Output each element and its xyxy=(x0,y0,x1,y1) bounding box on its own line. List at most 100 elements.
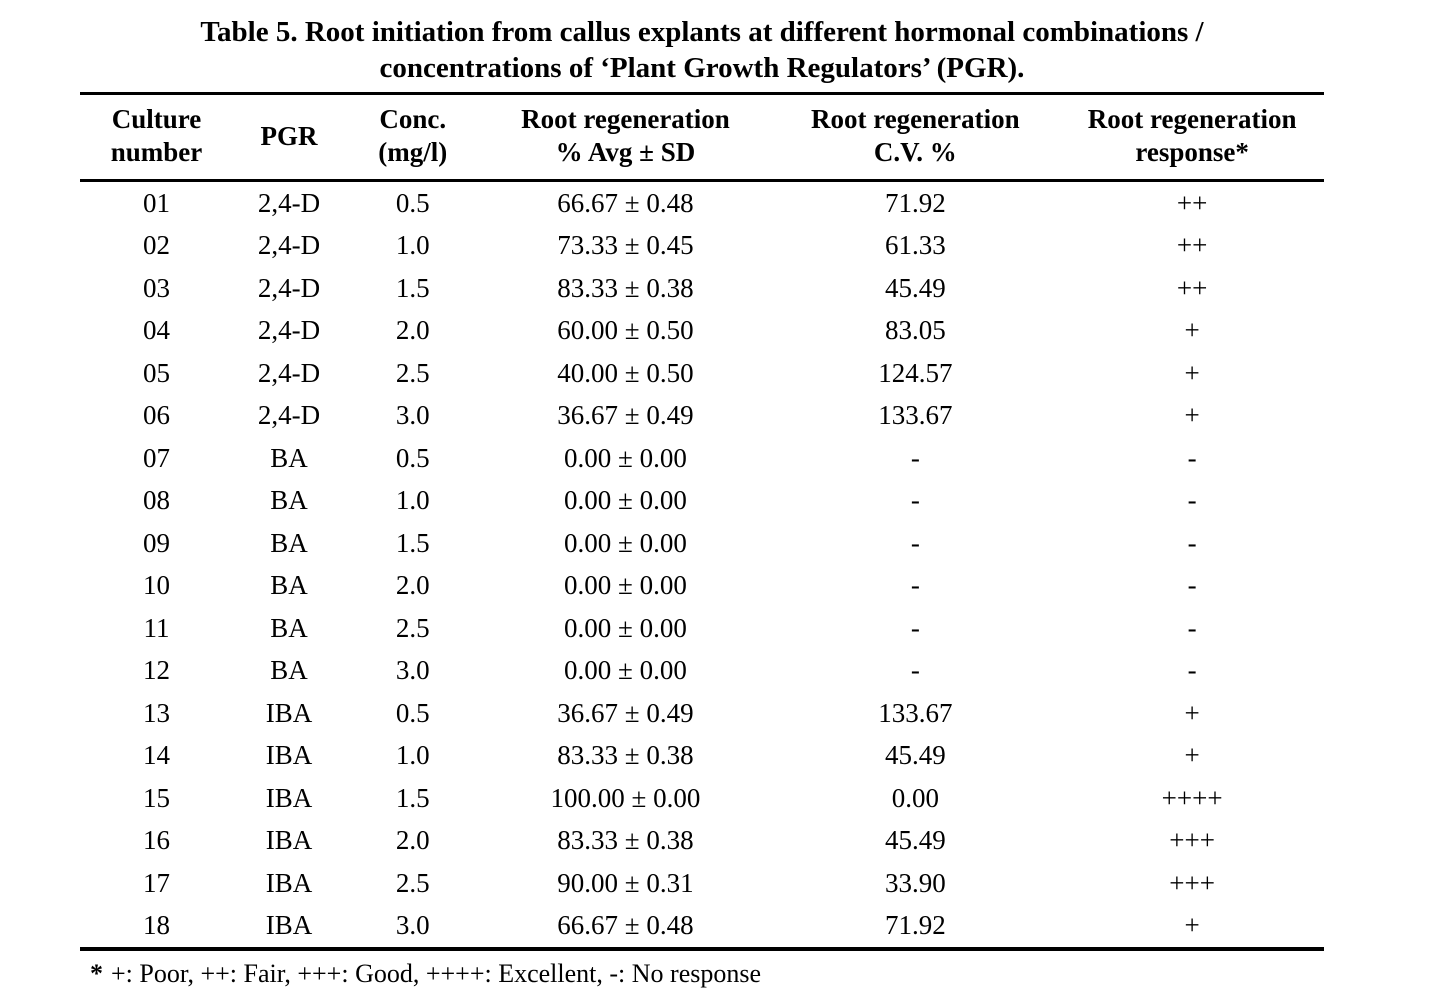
table-row: 07 BA 0.5 0.00 ± 0.00 - - xyxy=(80,437,1324,480)
table-cell: 90.00 ± 0.31 xyxy=(557,867,694,898)
table-cell: IBA xyxy=(265,740,313,771)
table-row: 05 2,4-D 2.5 40.00 ± 0.50 124.57 + xyxy=(80,352,1324,395)
table-cell: + xyxy=(1184,315,1200,346)
table-cell: ++ xyxy=(1176,272,1208,303)
table-cell: - xyxy=(1187,655,1197,686)
col-header-root-regeneration-cv: Root regeneration C.V. % xyxy=(770,94,1060,181)
table-cell: 36.67 ± 0.49 xyxy=(557,400,694,431)
table-cell: 16 xyxy=(143,825,170,856)
table-cell: 60.00 ± 0.50 xyxy=(557,315,694,346)
table-cell: 45.49 xyxy=(884,272,946,303)
table-cell: 1.5 xyxy=(395,527,430,558)
table-cell: 0.00 ± 0.00 xyxy=(564,442,687,473)
table-cell: 2.5 xyxy=(395,612,430,643)
table-cell: 1.5 xyxy=(395,782,430,813)
col-header-line: Root regeneration xyxy=(521,104,730,134)
col-header-line: Culture xyxy=(111,104,202,134)
table-cell: 3.0 xyxy=(395,655,430,686)
col-header-line: Conc. xyxy=(379,104,447,134)
table-cell: 2.0 xyxy=(395,315,430,346)
table-cell: 02 xyxy=(143,230,170,261)
table-cell: - xyxy=(910,527,920,558)
table-cell: + xyxy=(1184,697,1200,728)
table-cell: BA xyxy=(270,527,308,558)
table-cell: 0.00 ± 0.00 xyxy=(564,612,687,643)
table-cell: 14 xyxy=(143,740,170,771)
table-row: 18 IBA 3.0 66.67 ± 0.48 71.92 + xyxy=(80,905,1324,950)
col-header-line: C.V. % xyxy=(873,137,957,167)
table-row: 14 IBA 1.0 83.33 ± 0.38 45.49 + xyxy=(80,735,1324,778)
table-cell: BA xyxy=(270,442,308,473)
col-header-root-regeneration-avg-sd: Root regeneration % Avg ± SD xyxy=(481,94,771,181)
table-cell: IBA xyxy=(265,910,313,941)
table-cell: 71.92 xyxy=(884,187,946,218)
table-cell: BA xyxy=(270,612,308,643)
table-row: 08 BA 1.0 0.00 ± 0.00 - - xyxy=(80,480,1324,523)
table-cell: 124.57 xyxy=(878,357,953,388)
table-header: Culture number PGR Conc. (mg/l) Root reg… xyxy=(80,94,1324,181)
table-cell: 2,4-D xyxy=(257,357,321,388)
table-cell: 133.67 xyxy=(878,400,953,431)
table-cell: 0.5 xyxy=(395,442,430,473)
table-cell: - xyxy=(910,612,920,643)
table-cell: 08 xyxy=(143,485,170,516)
table-cell: IBA xyxy=(265,867,313,898)
table-cell: - xyxy=(910,570,920,601)
table-cell: 2,4-D xyxy=(257,400,321,431)
table-cell: 71.92 xyxy=(884,910,946,941)
table-row: 16 IBA 2.0 83.33 ± 0.38 45.49 +++ xyxy=(80,820,1324,863)
table-cell: +++ xyxy=(1169,825,1215,856)
footnote: * +: Poor, ++: Fair, +++: Good, ++++: Exc… xyxy=(80,958,1324,990)
table-cell: - xyxy=(910,442,920,473)
table-cell: - xyxy=(1187,527,1197,558)
table-cell: 2.5 xyxy=(395,357,430,388)
table-row: 13 IBA 0.5 36.67 ± 0.49 133.67 + xyxy=(80,692,1324,735)
table-cell: - xyxy=(1187,485,1197,516)
table-block: Table 5. Root initiation from callus exp… xyxy=(80,0,1324,990)
table-header-row: Culture number PGR Conc. (mg/l) Root reg… xyxy=(80,94,1324,181)
table-cell: - xyxy=(910,655,920,686)
table-cell: - xyxy=(1187,570,1197,601)
table-cell: 12 xyxy=(143,655,170,686)
table-title: Table 5. Root initiation from callus exp… xyxy=(80,0,1324,86)
table-cell: 2.0 xyxy=(395,570,430,601)
table-cell: + xyxy=(1184,740,1200,771)
table-cell: 1.0 xyxy=(395,485,430,516)
table-row: 04 2,4-D 2.0 60.00 ± 0.50 83.05 + xyxy=(80,310,1324,353)
table-cell: 3.0 xyxy=(395,910,430,941)
table-cell: 2,4-D xyxy=(257,187,321,218)
col-header-line: Root regeneration xyxy=(1087,104,1297,134)
table-cell: 83.05 xyxy=(884,315,946,346)
table-cell: 1.0 xyxy=(395,230,430,261)
table-cell: 18 xyxy=(143,910,170,941)
col-header-pgr: PGR xyxy=(233,94,345,181)
table-cell: - xyxy=(1187,612,1197,643)
table-cell: 100.00 ± 0.00 xyxy=(550,782,701,813)
table-row: 15 IBA 1.5 100.00 ± 0.00 0.00 ++++ xyxy=(80,777,1324,820)
table-cell: 04 xyxy=(143,315,170,346)
col-header-root-regeneration-response: Root regeneration response* xyxy=(1060,94,1324,181)
table-cell: 33.90 xyxy=(884,867,946,898)
table-cell: 36.67 ± 0.49 xyxy=(557,697,694,728)
table-cell: 09 xyxy=(143,527,170,558)
col-header-line: PGR xyxy=(260,120,318,151)
table-cell: 03 xyxy=(143,272,170,303)
table-cell: 1.5 xyxy=(395,272,430,303)
table-cell: 45.49 xyxy=(884,825,946,856)
table-cell: 0.5 xyxy=(395,187,430,218)
col-header-line: % Avg ± SD xyxy=(555,137,696,167)
footnote-text: +: Poor, ++: Fair, +++: Good, ++++: Exce… xyxy=(111,959,762,988)
col-header-conc: Conc. (mg/l) xyxy=(345,94,481,181)
table-cell: BA xyxy=(270,485,308,516)
table-cell: +++ xyxy=(1169,867,1215,898)
table-title-line2: concentrations of ‘Plant Growth Regulato… xyxy=(379,52,1025,84)
table-cell: 05 xyxy=(143,357,170,388)
table-cell: 15 xyxy=(143,782,170,813)
table-cell: 2,4-D xyxy=(257,315,321,346)
table-cell: 0.00 ± 0.00 xyxy=(564,655,687,686)
table-cell: 17 xyxy=(143,867,170,898)
table-row: 11 BA 2.5 0.00 ± 0.00 - - xyxy=(80,607,1324,650)
table-row: 09 BA 1.5 0.00 ± 0.00 - - xyxy=(80,522,1324,565)
table-body: 01 2,4-D 0.5 66.67 ± 0.48 71.92 ++ 02 2,4-D 1.0 7… xyxy=(80,181,1324,950)
